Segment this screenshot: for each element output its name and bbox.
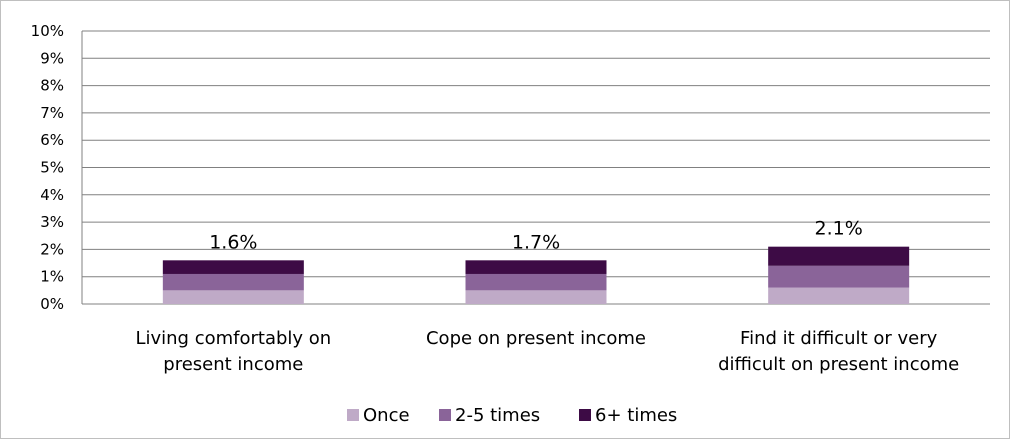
bar-segment-1 bbox=[465, 290, 607, 304]
data-label-total: 1.7% bbox=[512, 231, 560, 253]
y-tick-label: 10% bbox=[31, 22, 64, 40]
legend-label: 2-5 times bbox=[455, 405, 540, 426]
y-tick-label: 9% bbox=[40, 49, 64, 67]
y-tick-label: 8% bbox=[40, 77, 64, 95]
bar-segment-3 bbox=[768, 246, 910, 266]
bar-segment-2 bbox=[768, 265, 910, 288]
bar-segment-3 bbox=[465, 260, 607, 274]
bar-segment-2 bbox=[465, 273, 607, 291]
legend-swatch bbox=[579, 409, 591, 421]
y-tick-label: 4% bbox=[40, 186, 64, 204]
category-label: Find it difficult or very bbox=[740, 328, 938, 349]
y-tick-label: 3% bbox=[40, 213, 64, 231]
legend-swatch bbox=[347, 409, 359, 421]
bar-segment-3 bbox=[162, 260, 304, 274]
y-tick-label: 5% bbox=[40, 159, 64, 177]
y-tick-label: 7% bbox=[40, 104, 64, 122]
category-label: present income bbox=[163, 354, 303, 375]
category-label: Cope on present income bbox=[426, 328, 646, 349]
data-label-total: 1.6% bbox=[209, 231, 257, 253]
category-label: Living comfortably on bbox=[135, 328, 331, 349]
y-tick-label: 6% bbox=[40, 131, 64, 149]
bar-segment-1 bbox=[768, 287, 910, 304]
y-tick-label: 0% bbox=[40, 295, 64, 313]
bar-segment-2 bbox=[162, 273, 304, 291]
data-label-total: 2.1% bbox=[815, 218, 863, 240]
legend-label: 6+ times bbox=[595, 405, 677, 426]
legend-swatch bbox=[439, 409, 451, 421]
y-tick-label: 1% bbox=[40, 268, 64, 286]
legend-label: Once bbox=[363, 405, 410, 426]
bar-segment-1 bbox=[162, 290, 304, 304]
y-tick-label: 2% bbox=[40, 240, 64, 258]
category-label: difficult on present income bbox=[718, 354, 959, 375]
